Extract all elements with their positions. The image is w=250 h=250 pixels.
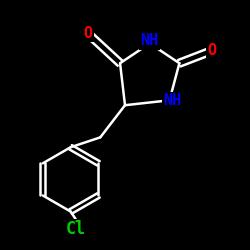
- Text: O: O: [207, 43, 216, 58]
- Text: NH: NH: [163, 93, 181, 108]
- Text: NH: NH: [140, 34, 159, 48]
- Text: Cl: Cl: [66, 220, 86, 238]
- Text: O: O: [83, 26, 92, 41]
